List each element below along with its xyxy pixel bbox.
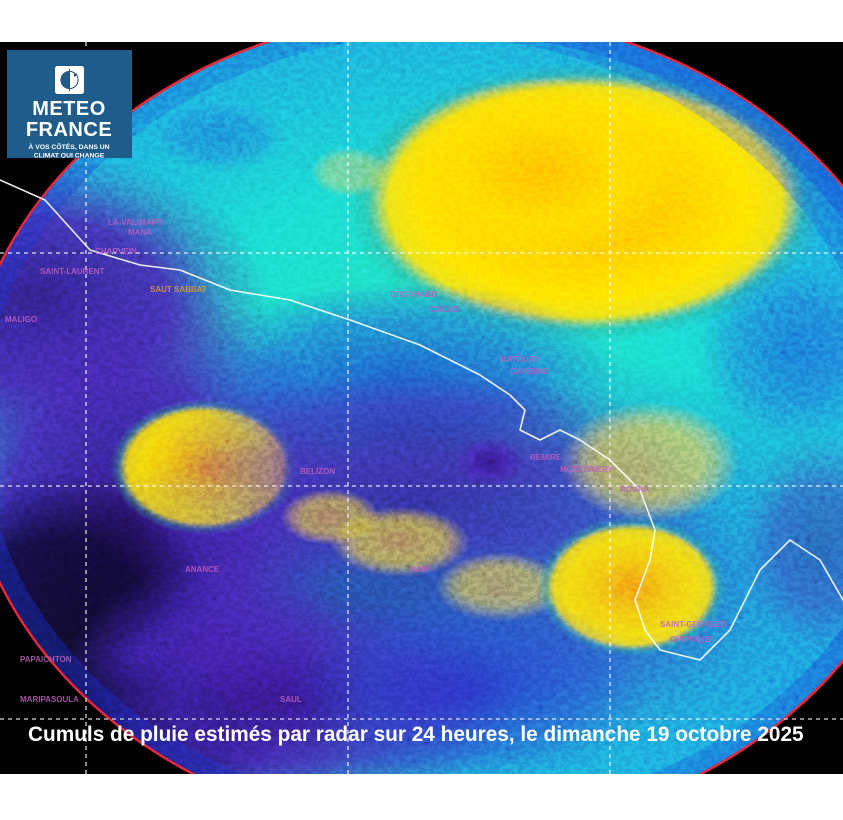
- svg-text:PAPAICHTON: PAPAICHTON: [20, 655, 72, 664]
- svg-text:KAW: KAW: [410, 565, 429, 574]
- svg-text:MANA: MANA: [128, 228, 152, 237]
- svg-text:ROURA: ROURA: [620, 485, 650, 494]
- svg-text:SAINT-GEORGES: SAINT-GEORGES: [660, 620, 727, 629]
- svg-text:LA-VALIMAPO: LA-VALIMAPO: [108, 218, 163, 227]
- svg-text:SAUT SABBAT: SAUT SABBAT: [150, 285, 207, 294]
- svg-text:OIAPOQUE: OIAPOQUE: [670, 635, 714, 644]
- svg-text:MONTSINERY: MONTSINERY: [560, 465, 614, 474]
- svg-text:ANANCE: ANANCE: [185, 565, 220, 574]
- svg-text:REMIRE: REMIRE: [530, 453, 562, 462]
- svg-text:SAUL: SAUL: [280, 695, 302, 704]
- svg-text:MATOURY: MATOURY: [500, 355, 540, 364]
- svg-text:CACAO: CACAO: [430, 305, 459, 314]
- svg-text:MARIPASOULA: MARIPASOULA: [20, 695, 79, 704]
- svg-text:MALIGO: MALIGO: [5, 315, 37, 324]
- svg-text:BELIZON: BELIZON: [300, 467, 335, 476]
- svg-text:SAINT-LAURENT: SAINT-LAURENT: [40, 267, 105, 276]
- svg-text:CHARVEIN: CHARVEIN: [95, 247, 137, 256]
- svg-text:ORGANABO: ORGANABO: [390, 290, 438, 299]
- svg-text:CAYENNE: CAYENNE: [510, 367, 549, 376]
